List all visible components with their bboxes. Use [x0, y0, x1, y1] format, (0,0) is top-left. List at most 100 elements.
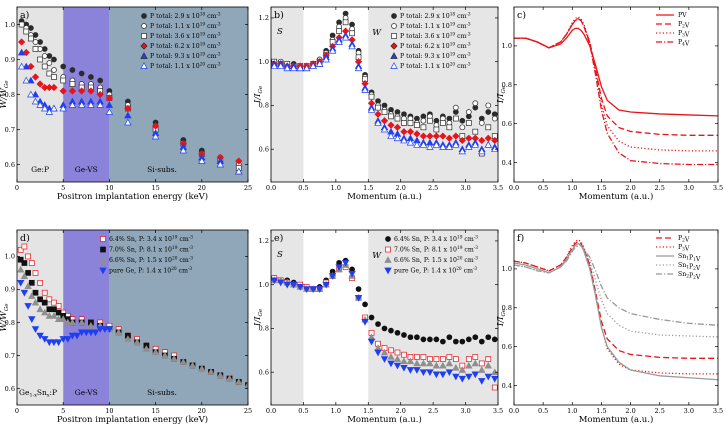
x-tick-label: 0.0	[266, 184, 276, 192]
data-point	[271, 62, 278, 69]
legend-part: P	[689, 255, 693, 262]
x-tick-label: 1.0	[567, 184, 577, 192]
series-5	[271, 33, 498, 155]
legend-main: 6.6% Sn, P: 1.5 x 10	[394, 257, 457, 264]
data-point	[439, 371, 447, 379]
data-point	[289, 64, 298, 72]
legend-label: 7.0% Sn, P: 8.1 x 1019 cm-3	[394, 246, 478, 254]
data-point	[55, 309, 62, 316]
data-point	[78, 87, 86, 95]
legend-label: P total: 6.2 x 1019 cm-3	[150, 43, 221, 51]
data-point	[387, 360, 395, 368]
legend-part: Sn	[678, 262, 686, 269]
data-point	[439, 361, 447, 369]
legend-label: P total: 6.2 x 1019 cm-3	[400, 43, 471, 51]
data-point	[440, 356, 446, 362]
data-point	[73, 332, 81, 340]
y-axis-title-main: I/I	[253, 316, 263, 327]
data-point	[22, 62, 30, 70]
legend-marker	[141, 13, 147, 19]
data-point	[235, 157, 243, 165]
y-tick-label: 0.8	[5, 91, 15, 99]
data-point	[335, 38, 343, 45]
data-point	[315, 60, 324, 67]
y-tick-label: 0.7	[5, 126, 15, 134]
x-tick-label: 15	[151, 407, 159, 415]
legend-label-P3V: P3V	[678, 244, 690, 253]
data-point	[17, 246, 24, 253]
legend-main: P total: 3.6 x 10	[150, 33, 200, 40]
data-point	[28, 260, 35, 266]
data-point	[87, 87, 95, 95]
legend-unit-exp: -3	[466, 53, 470, 58]
region-label-ge-sn: Ge1-xSnx:P	[19, 388, 57, 399]
plot-frame	[270, 6, 499, 183]
x-tick-label: 3.0	[684, 407, 694, 415]
panel-e: 0.0 0.5 1.0 1.5 2.0 2.5 3.0 3.5 0.6 0.8 1.0 1.2 Mome…	[253, 229, 503, 425]
series-line-Sn1P1V	[514, 242, 718, 381]
data-point	[225, 374, 234, 382]
data-point	[491, 336, 498, 343]
legend-sub: 2	[693, 276, 696, 281]
data-point	[309, 286, 317, 293]
legend-main: 7.0% Sn, P: 8.1 x 10	[394, 247, 457, 254]
data-point	[485, 109, 492, 115]
legend-marker	[140, 62, 148, 69]
legend-label: pure Ge, P: 1.4 x 1020 cm-3	[394, 267, 477, 275]
y-axis-title-main: I/I	[496, 316, 506, 327]
data-point	[28, 35, 34, 42]
legend-part: P	[678, 30, 682, 37]
legend-unit-exp: -3	[466, 23, 470, 28]
y-tick-label: 0.4	[502, 382, 512, 390]
data-point	[51, 67, 57, 73]
legend-part: V	[695, 274, 701, 281]
legend-label: P total: 1.1 x 1020 cm-3	[150, 63, 221, 71]
data-point	[381, 325, 388, 332]
legend-marker	[384, 267, 392, 275]
x-tick-label: 0.0	[266, 407, 276, 415]
data-point	[414, 122, 420, 128]
data-point	[420, 336, 427, 343]
data-point	[46, 53, 53, 59]
y-tick-label: 0.9	[5, 286, 15, 294]
data-point	[18, 38, 26, 46]
legend-part: V	[684, 41, 690, 48]
legend-unit: cm	[177, 268, 188, 275]
data-point	[367, 338, 376, 346]
x-tick-label: 2.5	[428, 407, 438, 415]
legend-unit: cm	[455, 23, 466, 30]
data-point	[24, 303, 32, 310]
legend-marker	[141, 23, 147, 29]
data-point	[87, 101, 95, 108]
x-axis-title: Positron implantation energy (keV)	[57, 414, 208, 425]
legend: P total: 2.9 x 1018 cm-3P total: 1.1 x 1…	[140, 13, 221, 71]
data-point	[69, 81, 76, 87]
legend-label: 7.0% Sn, P: 8.1 x 1019 cm-3	[109, 246, 193, 254]
y-axis-title: W/WGe	[0, 80, 10, 109]
legend-unit: cm	[205, 13, 216, 20]
x-tick-label: 0.0	[509, 407, 519, 415]
data-point	[277, 62, 285, 69]
legend-exp: 20	[200, 63, 206, 68]
legend-unit-exp: -3	[466, 43, 470, 48]
data-point	[491, 115, 498, 122]
legend-unit: cm	[205, 33, 216, 40]
legend-marker	[385, 246, 391, 253]
x-tick-label: 3.5	[713, 407, 723, 415]
data-point	[17, 265, 25, 273]
data-point	[207, 368, 215, 375]
data-point	[328, 273, 337, 280]
legend-marker	[390, 42, 398, 50]
region-label-0: Ge:P	[31, 165, 49, 174]
data-point	[485, 334, 492, 341]
data-point	[413, 359, 421, 367]
y-axis-title-sub: Ge	[4, 303, 10, 311]
region-label-ge: Ge	[19, 388, 30, 397]
data-point	[87, 321, 95, 329]
legend-main: pure Ge, P: 1.4 x 10	[394, 268, 456, 275]
data-point	[380, 356, 389, 363]
plot-frame	[16, 229, 249, 406]
region-label-p: :P	[50, 388, 58, 397]
data-point	[478, 147, 486, 155]
